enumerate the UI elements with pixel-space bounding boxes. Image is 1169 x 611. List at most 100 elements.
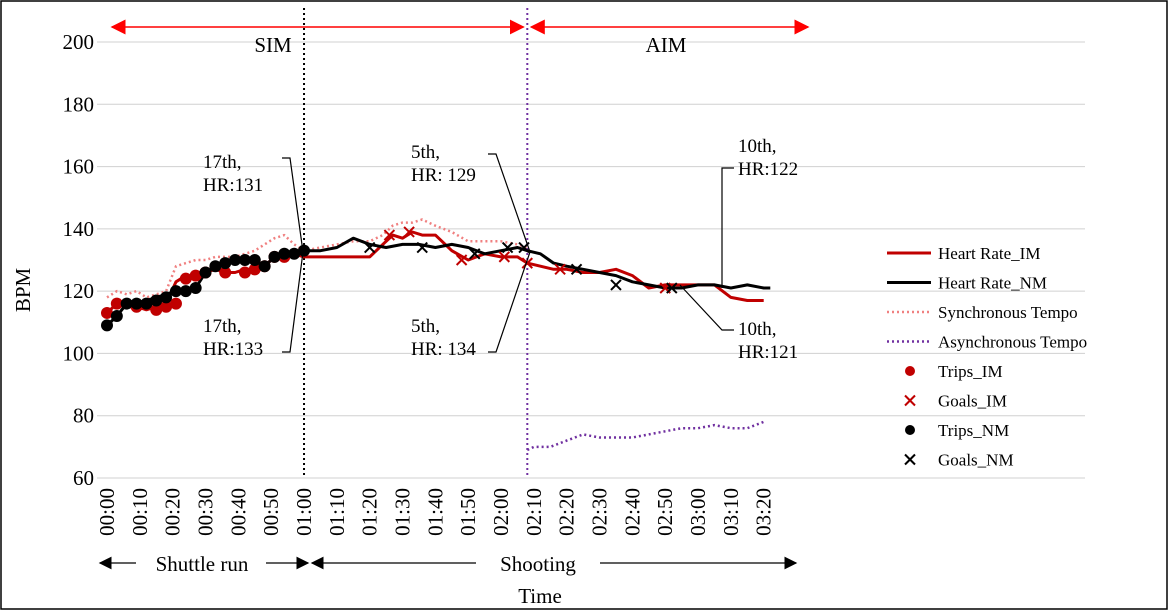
trips-nm-point	[288, 247, 301, 260]
trips-nm-point	[238, 254, 251, 266]
trips-nm-point	[278, 247, 291, 260]
x-tick-label: 00:50	[259, 488, 283, 536]
y-tick-label: 120	[63, 279, 95, 303]
trips-nm-point	[179, 285, 192, 298]
legend-item-trips-im: Trips_IM	[905, 362, 1003, 381]
shooting-label: Shooting	[500, 552, 576, 576]
legend-item-trips-nm: Trips_NM	[905, 421, 1009, 440]
annotation-text: 17th,	[203, 152, 242, 173]
legend-swatch	[904, 394, 916, 407]
annotation-leader	[679, 284, 734, 331]
trips-nm-point	[150, 294, 163, 307]
annotation-5: 10th,HR:122	[721, 136, 798, 288]
y-tick-label: 80	[73, 404, 94, 428]
trips-im-point	[238, 266, 251, 279]
trips-nm-point	[169, 285, 182, 298]
x-tick-label: 02:00	[489, 488, 513, 536]
goals-nm-point	[570, 263, 583, 276]
trips-im-point	[248, 263, 261, 276]
annotation-leader	[488, 251, 531, 353]
x-tick-label: 01:50	[456, 488, 480, 536]
x-tick-label: 03:00	[686, 488, 710, 536]
asynchronous-tempo-line	[526, 420, 765, 452]
trips-im-point	[110, 297, 123, 310]
annotation-text: 10th,	[738, 136, 777, 157]
annotation-text: 10th,	[738, 319, 777, 340]
x-tick-label: 02:50	[653, 488, 677, 536]
goals-im-point	[521, 257, 534, 269]
annotation-3: 5th,HR: 129	[411, 142, 531, 253]
annotation-2: 17th,HR:133	[203, 251, 304, 360]
goals-im-point	[403, 226, 415, 238]
legend-label: Trips_NM	[938, 421, 1009, 440]
trips-im-point	[179, 272, 192, 285]
annotation-text: HR:122	[738, 159, 798, 180]
trips-nm-point	[298, 244, 311, 257]
y-tick-label: 60	[73, 466, 94, 490]
trips-nm-point	[130, 297, 143, 310]
x-tick-labels: 00:00 00:10 00:20 00:30 00:40 00:50 01:00 01:10…	[95, 488, 776, 536]
x-tick-label: 00:40	[226, 488, 250, 536]
y-tick-label: 100	[63, 341, 95, 365]
trips-nm-point	[160, 291, 173, 304]
goals-im-point	[554, 263, 566, 276]
y-tick-label: 140	[63, 217, 95, 241]
trips-nm-point	[248, 254, 261, 266]
legend-label: Synchronous Tempo	[938, 303, 1078, 322]
trips-nm-point	[101, 319, 113, 332]
sim-label: SIM	[254, 33, 292, 57]
x-tick-label: 01:10	[325, 488, 349, 536]
annotation-text: 17th,	[203, 316, 242, 337]
legend-item-heart-rate-im: Heart Rate_IM	[887, 244, 1040, 263]
trips-nm-point	[258, 260, 271, 273]
goals-nm-point	[501, 241, 514, 254]
x-tick-label: 01:00	[292, 488, 316, 536]
y-tick-label: 180	[63, 92, 95, 116]
annotation-text: HR:121	[738, 342, 798, 363]
goals-im-point	[455, 254, 468, 266]
trips-nm-point	[268, 250, 281, 263]
annotation-leader	[282, 157, 304, 253]
legend-item-goals-im: Goals_IM	[904, 392, 1007, 411]
legend-label: Goals_NM	[938, 451, 1014, 470]
trips-im-point	[160, 300, 173, 313]
annotation-text: HR:133	[203, 339, 263, 360]
legend-swatch	[904, 453, 916, 466]
legend: Heart Rate_IM Heart Rate_NM Synchronous Te…	[887, 244, 1087, 470]
x-tick-label: 01:20	[358, 488, 382, 536]
legend-swatch	[905, 366, 915, 376]
x-tick-label: 00:30	[194, 488, 218, 536]
x-tick-label: 00:10	[128, 488, 152, 536]
y-tick-label: 160	[63, 155, 95, 179]
trips-im-point	[169, 297, 182, 310]
goals-nm-point	[666, 282, 678, 294]
annotation-text: 5th,	[411, 142, 440, 163]
annotation-text: HR:131	[203, 175, 263, 196]
x-axis-label: Time	[518, 584, 562, 608]
legend-swatch	[905, 425, 915, 435]
annotation-text: HR: 129	[411, 165, 476, 186]
trips-nm-point	[189, 282, 202, 295]
annotation-leader	[282, 251, 304, 353]
trips-nm-point	[110, 310, 123, 323]
x-tick-label: 01:40	[423, 488, 447, 536]
trips-im-point	[150, 303, 163, 316]
legend-item-heart-rate-nm: Heart Rate_NM	[887, 274, 1047, 293]
annotation-6: 10th,HR:121	[679, 284, 798, 363]
annotation-leader	[488, 153, 531, 253]
annotation-4: 5th,HR: 134	[411, 251, 531, 360]
trips-nm-point	[219, 257, 232, 270]
x-tick-label: 00:00	[95, 488, 119, 536]
trips-im-point	[219, 266, 232, 279]
x-tick-label: 02:20	[555, 488, 579, 536]
x-tick-label: 02:40	[620, 488, 644, 536]
y-axis-label: BPM	[11, 267, 35, 312]
legend-item-synchronous-tempo: Synchronous Tempo	[887, 303, 1078, 322]
legend-label: Trips_IM	[938, 362, 1003, 381]
legend-label: Goals_IM	[938, 392, 1007, 411]
trips-nm-point	[120, 297, 133, 310]
x-tick-label: 01:30	[391, 488, 415, 536]
